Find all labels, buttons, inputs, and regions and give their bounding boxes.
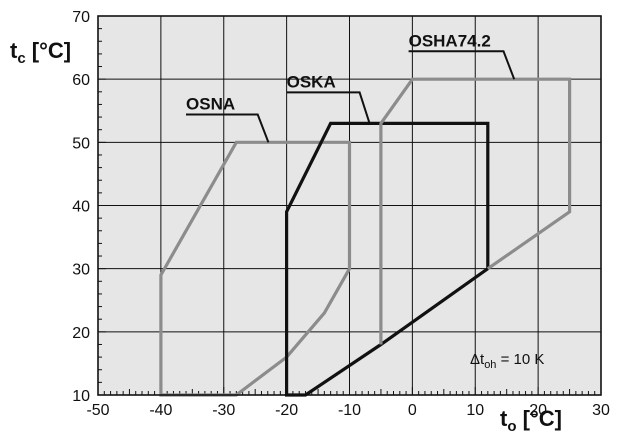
y-tick-label: 10	[72, 388, 90, 405]
annotation-sub: oh	[484, 359, 496, 371]
x-axis-title-unit: [°C]	[517, 406, 562, 431]
label-osha74-2: OSHA74.2	[409, 31, 491, 50]
annotation-delta: Δt	[470, 351, 485, 368]
y-tick-label: 20	[72, 325, 90, 342]
y-axis-title: tc [°C]	[10, 38, 71, 67]
x-tick-label: -10	[338, 402, 361, 419]
superheat-annotation: Δtoh = 10 K	[470, 351, 544, 371]
x-tick-label: 10	[466, 402, 484, 419]
x-tick-label: -50	[86, 402, 109, 419]
x-axis-title-sub: o	[507, 418, 516, 435]
annotation-rest: = 10 K	[496, 351, 544, 368]
plot-frame	[97, 15, 602, 396]
y-tick-label: 40	[72, 199, 90, 216]
series-osna	[159, 140, 352, 397]
x-tick-label: 0	[408, 402, 417, 419]
y-axis-title-sub: c	[17, 50, 25, 67]
series-osha74-2	[379, 77, 572, 345]
series-layer	[159, 77, 572, 397]
series-labels: OSNA OSKA OSHA74.2	[186, 31, 516, 143]
y-axis-title-main: t	[10, 38, 18, 63]
x-tick-label: -20	[275, 402, 298, 419]
label-oska: OSKA	[287, 72, 336, 91]
x-axis-title-main: t	[500, 406, 508, 431]
label-osna: OSNA	[186, 94, 235, 113]
series-oska	[285, 121, 490, 397]
y-tick-label: 50	[72, 135, 90, 152]
y-tick-label: 30	[72, 262, 90, 279]
x-tick-labels: -50 -40 -30 -20 -10 0 10 20 30	[86, 402, 610, 419]
leader-oska	[286, 91, 371, 124]
y-tick-label: 70	[72, 9, 90, 26]
x-tick-label: -40	[149, 402, 172, 419]
y-tick-labels: 10 20 30 40 50 60 70	[72, 9, 90, 405]
y-axis-title-unit: [°C]	[26, 38, 71, 63]
x-tick-label: 20	[529, 402, 547, 419]
leader-osha74-2	[408, 50, 516, 80]
x-axis-title: to [°C]	[500, 406, 562, 435]
x-tick-label: -30	[212, 402, 235, 419]
y-tick-label: 60	[72, 72, 90, 89]
x-tick-label: 30	[592, 402, 610, 419]
leader-osna	[186, 113, 270, 143]
